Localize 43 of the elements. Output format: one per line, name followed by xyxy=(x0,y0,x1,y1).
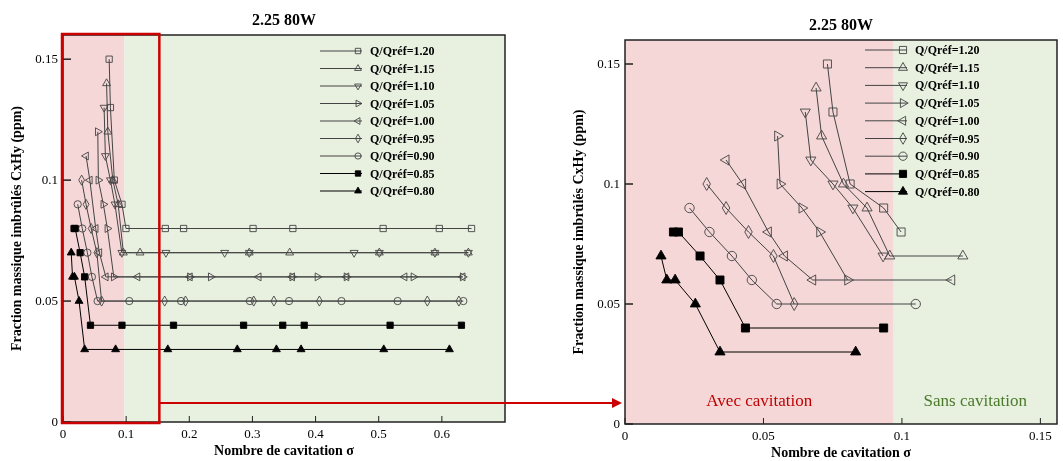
legend-label: Q/Qréf=1.20 xyxy=(915,43,980,57)
x-tick-label: 0.05 xyxy=(752,428,775,443)
y-tick-label: 0.15 xyxy=(35,51,58,67)
legend-label: Q/Qréf=1.15 xyxy=(370,61,435,76)
y-tick-label: 0.05 xyxy=(35,293,58,309)
x-axis-title: Nombre de cavitation σ xyxy=(771,445,912,460)
y-tick-label: 0 xyxy=(613,416,620,431)
legend-label: Q/Qréf=0.95 xyxy=(915,131,980,146)
y-axis-title: Fraction massique imbrûlés CxHy (ppm) xyxy=(9,105,25,351)
x-tick-label: 0.2 xyxy=(181,426,198,441)
legend-label: Q/Qréf=0.80 xyxy=(370,184,435,198)
legend-label: Q/Qréf=1.00 xyxy=(915,113,980,128)
legend-label: Q/Qréf=0.85 xyxy=(370,166,435,181)
chart-title: 2.25 80W xyxy=(252,11,316,28)
x-tick-label: 0.4 xyxy=(307,426,325,441)
y-tick-label: 0.1 xyxy=(41,172,58,188)
legend-label: Q/Qréf=1.20 xyxy=(370,44,435,58)
legend-label: Q/Qréf=0.95 xyxy=(370,131,435,146)
band-label: Avec cavitation xyxy=(706,391,813,410)
y-tick-label: 0.15 xyxy=(597,56,620,71)
legend-label: Q/Qréf=0.90 xyxy=(915,149,980,164)
y-tick-label: 0.05 xyxy=(597,296,620,311)
legend-label: Q/Qréf=1.00 xyxy=(370,114,435,128)
x-tick-label: 0.3 xyxy=(244,426,261,441)
x-tick-label: 0.15 xyxy=(1029,428,1052,443)
legend-label: Q/Qréf=0.80 xyxy=(915,184,980,199)
legend-label: Q/Qréf=0.85 xyxy=(915,166,980,181)
x-tick-label: 0.1 xyxy=(118,426,135,441)
y-tick-label: 0 xyxy=(51,414,58,429)
legend-label: Q/Qréf=1.15 xyxy=(915,60,980,75)
y-axis-title: Fraction massique imbrûlés CxHy (ppm) xyxy=(571,109,587,355)
legend-label: Q/Qréf=1.10 xyxy=(915,78,980,93)
legend-label: Q/Qréf=1.10 xyxy=(370,79,435,93)
band-label: Sans cavitation xyxy=(923,391,1028,410)
x-tick-label: 0.5 xyxy=(370,426,387,441)
x-tick-label: 0.1 xyxy=(893,428,911,443)
x-axis-title: Nombre de cavitation σ xyxy=(214,443,355,458)
chart-title: 2.25 80W xyxy=(809,16,873,33)
legend-label: Q/Qréf=1.05 xyxy=(370,96,435,111)
x-tick-label: 0.6 xyxy=(433,426,451,441)
legend-label: Q/Qréf=0.90 xyxy=(370,149,435,163)
legend-label: Q/Qréf=1.05 xyxy=(915,96,980,111)
y-tick-label: 0.1 xyxy=(603,176,620,191)
